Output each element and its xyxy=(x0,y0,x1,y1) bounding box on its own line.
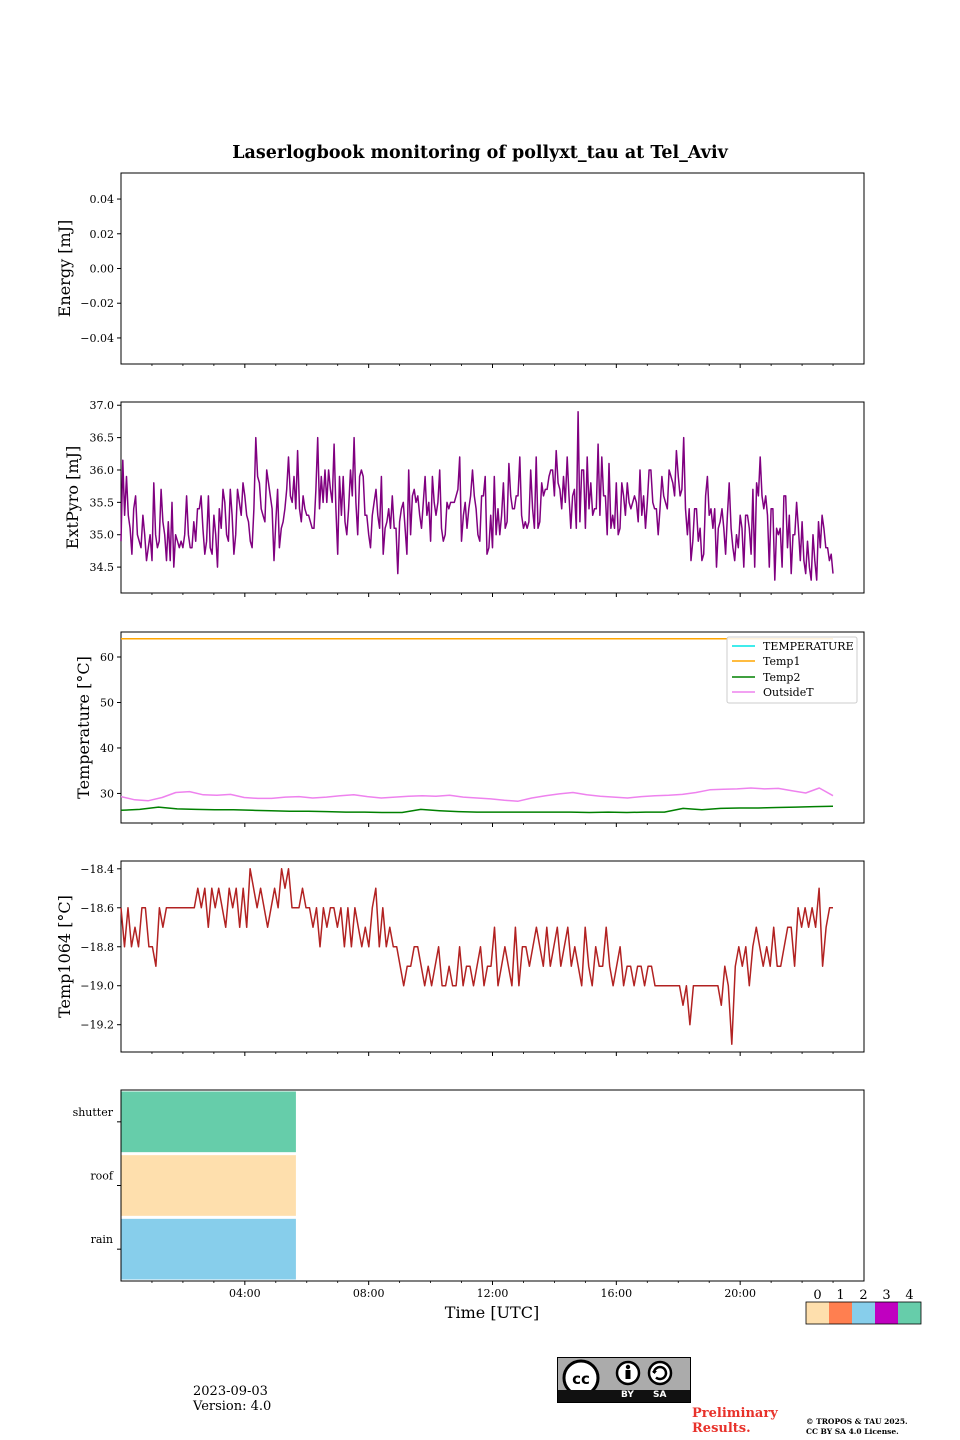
footer-version: Version: 4.0 xyxy=(193,1399,272,1414)
temp1064-line xyxy=(120,868,833,1045)
status-block-roof xyxy=(121,1155,296,1216)
temperature-x-ticks xyxy=(151,823,834,827)
colorbar-label: 4 xyxy=(905,1288,913,1303)
x-tick-label: 12:00 xyxy=(477,1287,509,1300)
temperature-panel: 30 40 50 60 TEMPERATURE Temp1 Temp2 Outside… xyxy=(74,631,865,827)
energy-y-label: Energy [mJ] xyxy=(55,220,74,318)
status-panel: shutter roof rain 04:00 08:00 12:00 16:00 20:0… xyxy=(73,1089,865,1322)
energy-y-tick-label: −0.04 xyxy=(80,332,114,345)
legend-label-temp1: Temp1 xyxy=(763,655,800,668)
extpyro-y-tick-label: 34.5 xyxy=(90,561,115,574)
temperature-y-tick-label: 30 xyxy=(100,787,114,800)
footer-info: 2023-09-03 Version: 4.0 xyxy=(193,1384,271,1414)
energy-y-tick-label: −0.02 xyxy=(80,297,114,310)
copyright-line-1: © TROPOS & TAU 2025. xyxy=(806,1417,908,1426)
extpyro-y-tick-label: 37.0 xyxy=(90,399,115,412)
status-row-label-rain: rain xyxy=(91,1233,113,1246)
colorbar-swatch xyxy=(806,1302,829,1324)
temperature-y-ticks: 30 40 50 60 xyxy=(100,651,121,800)
extpyro-y-ticks: 34.5 35.0 35.5 36.0 36.5 37.0 xyxy=(90,399,121,574)
extpyro-y-label: ExtPyro [mJ] xyxy=(63,446,82,549)
extpyro-y-tick-label: 35.0 xyxy=(90,529,115,542)
temp1064-y-tick-label: −18.6 xyxy=(80,902,114,915)
x-tick-label: 20:00 xyxy=(724,1287,756,1300)
temperature-y-label: Temperature [°C] xyxy=(74,656,93,799)
x-tick-label: 16:00 xyxy=(600,1287,632,1300)
temp1064-y-ticks: −19.2 −19.0 −18.8 −18.6 −18.4 xyxy=(80,863,121,1032)
status-block-rain xyxy=(121,1218,296,1280)
temperature-y-tick-label: 60 xyxy=(100,651,114,664)
temperature-y-tick-label: 40 xyxy=(100,742,114,755)
preliminary-line-2: Results. xyxy=(692,1421,751,1436)
legend-label-outsidet: OutsideT xyxy=(763,686,814,699)
status-row-label-shutter: shutter xyxy=(73,1106,114,1119)
status-row-labels: shutter roof rain xyxy=(73,1106,121,1250)
energy-x-ticks xyxy=(151,364,834,368)
temperature-y-tick-label: 50 xyxy=(100,696,114,709)
legend-label-temperature: TEMPERATURE xyxy=(763,640,854,653)
preliminary-notice: Preliminary Results. xyxy=(692,1406,778,1436)
energy-y-tick-label: 0.02 xyxy=(90,228,115,241)
colorbar-label: 2 xyxy=(859,1288,867,1303)
temp1064-y-tick-label: −19.0 xyxy=(80,980,114,993)
temperature-legend: TEMPERATURE Temp1 Temp2 OutsideT xyxy=(726,636,858,704)
cc-by-text: BY xyxy=(621,1390,634,1400)
temp1064-y-tick-label: −19.2 xyxy=(80,1019,114,1032)
copyright-notice: © TROPOS & TAU 2025. CC BY SA 4.0 Licens… xyxy=(806,1417,908,1437)
outsidet-line xyxy=(120,787,834,802)
temperature-series xyxy=(120,638,834,814)
status-blocks xyxy=(121,1091,296,1280)
energy-y-tick-label: 0.04 xyxy=(90,193,115,206)
preliminary-line-1: Preliminary xyxy=(692,1406,778,1421)
colorbar-swatch xyxy=(829,1302,852,1324)
colorbar-swatch xyxy=(875,1302,898,1324)
temp2-line xyxy=(120,805,834,814)
footer-date: 2023-09-03 xyxy=(193,1384,268,1399)
energy-plot-frame xyxy=(120,172,865,365)
status-x-ticks: 04:00 08:00 12:00 16:00 20:00 xyxy=(151,1281,834,1300)
figure-title: Laserlogbook monitoring of pollyxt_tau a… xyxy=(232,143,728,163)
status-block-shutter xyxy=(121,1091,296,1153)
status-row-label-roof: roof xyxy=(90,1170,114,1183)
x-tick-label: 04:00 xyxy=(229,1287,261,1300)
energy-y-tick-label: 0.00 xyxy=(90,263,115,276)
energy-panel: −0.04 −0.02 0.00 0.02 0.04 Energy [mJ] xyxy=(55,172,865,368)
cc-by-sa-badge: cc BY SA xyxy=(557,1357,691,1403)
cc-logo-icon: cc xyxy=(562,1359,673,1390)
colorbar-swatch xyxy=(898,1302,921,1324)
temp1064-panel: −19.2 −19.0 −18.8 −18.6 −18.4 Temp1064 [°C] xyxy=(55,860,865,1056)
cc-sa-text: SA xyxy=(653,1390,667,1400)
copyright-line-2: CC BY SA 4.0 License. xyxy=(806,1427,899,1436)
colorbar-frame xyxy=(805,1301,922,1325)
temp1064-x-ticks xyxy=(151,1052,834,1056)
extpyro-y-tick-label: 36.0 xyxy=(90,464,115,477)
colorbar-swatch xyxy=(852,1302,875,1324)
extpyro-y-tick-label: 35.5 xyxy=(90,496,115,509)
extpyro-series xyxy=(120,410,834,581)
energy-y-ticks: −0.04 −0.02 0.00 0.02 0.04 xyxy=(80,193,121,345)
temp1064-y-label: Temp1064 [°C] xyxy=(55,895,74,1018)
colorbar-label: 0 xyxy=(813,1288,821,1303)
extpyro-x-ticks xyxy=(151,593,834,597)
temp1064-y-tick-label: −18.8 xyxy=(80,941,114,954)
x-axis-label: Time [UTC] xyxy=(445,1303,539,1322)
extpyro-line xyxy=(120,410,834,581)
colorbar-label: 1 xyxy=(836,1288,844,1303)
svg-text:cc: cc xyxy=(572,1370,590,1388)
temp1064-series xyxy=(120,868,833,1045)
temp1064-y-tick-label: −18.4 xyxy=(80,863,114,876)
extpyro-panel: 34.5 35.0 35.5 36.0 36.5 37.0 ExtPyro [mJ] xyxy=(63,399,865,597)
colorbar-label: 3 xyxy=(882,1288,890,1303)
legend-label-temp2: Temp2 xyxy=(763,671,800,684)
extpyro-y-tick-label: 36.5 xyxy=(90,432,115,445)
x-tick-label: 08:00 xyxy=(353,1287,385,1300)
